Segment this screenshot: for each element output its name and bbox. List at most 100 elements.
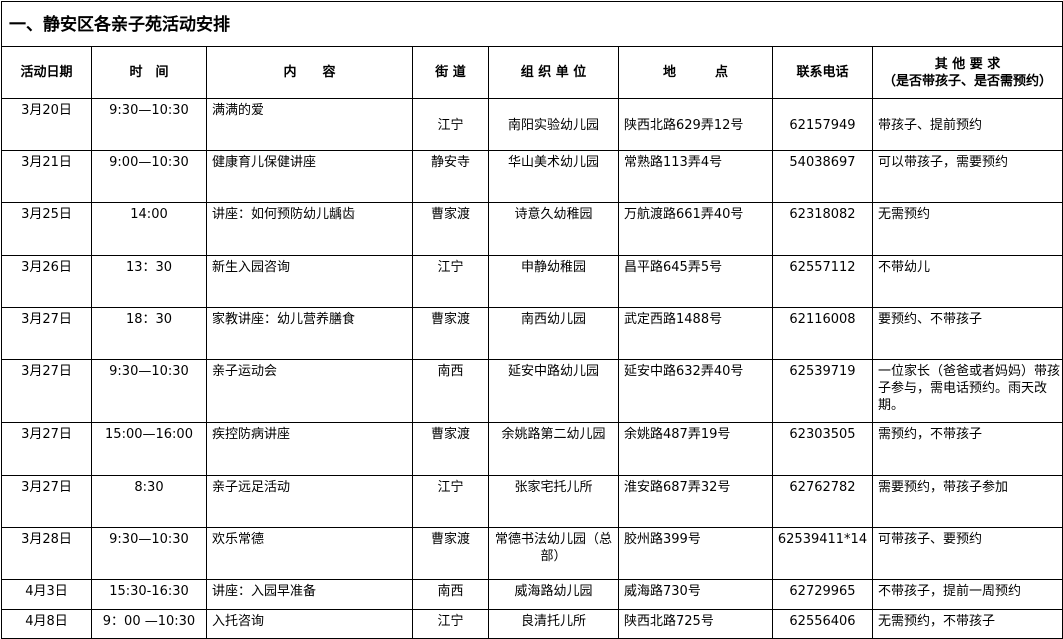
time-cell: 9:00—10:30 [91, 150, 207, 203]
street-cell: 江宁 [412, 98, 489, 151]
requirements-cell: 要预约、不带孩子 [872, 307, 1063, 360]
phone-cell: 62157949 [772, 98, 873, 151]
phone-cell: 62303505 [772, 422, 873, 476]
requirements-cell: 不带幼儿 [872, 255, 1063, 308]
street-cell: 曹家渡 [412, 527, 489, 580]
header-date: 活动日期 [1, 46, 92, 99]
table-row: 3月21日 9:00—10:30 健康育儿保健讲座 静安寺 华山美术幼儿园 常熟路113弄… [1, 150, 1063, 203]
content-cell: 讲座：入园早准备 [206, 579, 413, 610]
phone-cell: 62729965 [772, 579, 873, 610]
requirements-cell: 需要预约，带孩子参加 [872, 475, 1063, 528]
street-cell: 江宁 [412, 255, 489, 308]
street-cell: 江宁 [412, 475, 489, 528]
organizer-cell: 诗意久幼稚园 [488, 202, 619, 256]
time-cell: 15:30-16:30 [91, 579, 207, 610]
time-cell: 9:30—10:30 [91, 359, 207, 423]
time-cell: 14:00 [91, 202, 207, 256]
street-cell: 南西 [412, 359, 489, 423]
header-street: 街 道 [412, 46, 489, 99]
date-cell: 3月27日 [1, 359, 92, 423]
requirements-cell: 不带孩子，提前一周预约 [872, 579, 1063, 610]
place-cell: 淮安路687弄32号 [618, 475, 773, 528]
time-cell: 9:30—10:30 [91, 527, 207, 580]
date-cell: 4月8日 [1, 609, 92, 639]
time-cell: 8:30 [91, 475, 207, 528]
date-cell: 4月3日 [1, 579, 92, 610]
organizer-cell: 张家宅托儿所 [488, 475, 619, 528]
street-cell: 静安寺 [412, 150, 489, 203]
place-cell: 陕西北路725号 [618, 609, 773, 639]
time-cell: 9:30—10:30 [91, 98, 207, 151]
header-phone: 联系电话 [772, 46, 873, 99]
phone-cell: 62556406 [772, 609, 873, 639]
place-cell: 陕西北路629弄12号 [618, 98, 773, 151]
content-cell: 疾控防病讲座 [206, 422, 413, 476]
header-requirements: 其 他 要 求（是否带孩子、是否需预约） [872, 46, 1063, 99]
date-cell: 3月27日 [1, 422, 92, 476]
requirements-cell: 无需预约，不带孩子 [872, 609, 1063, 639]
street-cell: 曹家渡 [412, 422, 489, 476]
table-row: 3月27日 15:00—16:00 疾控防病讲座 曹家渡 余姚路第二幼儿园 余姚路487弄… [1, 422, 1063, 476]
content-cell: 满满的爱 [206, 98, 413, 151]
organizer-cell: 华山美术幼儿园 [488, 150, 619, 203]
organizer-cell: 良清托儿所 [488, 609, 619, 639]
place-cell: 延安中路632弄40号 [618, 359, 773, 423]
organizer-cell: 余姚路第二幼儿园 [488, 422, 619, 476]
content-cell: 入托咨询 [206, 609, 413, 639]
organizer-cell: 延安中路幼儿园 [488, 359, 619, 423]
date-cell: 3月20日 [1, 98, 92, 151]
date-cell: 3月21日 [1, 150, 92, 203]
content-cell: 亲子运动会 [206, 359, 413, 423]
table-row: 3月28日 9:30—10:30 欢乐常德 曹家渡 常德书法幼儿园（总部） 胶州路399号… [1, 527, 1063, 580]
requirements-cell: 可以带孩子，需要预约 [872, 150, 1063, 203]
time-cell: 13：30 [91, 255, 207, 308]
phone-cell: 62557112 [772, 255, 873, 308]
time-cell: 15:00—16:00 [91, 422, 207, 476]
table-row: 3月20日 9:30—10:30 满满的爱 江宁 南阳实验幼儿园 陕西北路629弄12号 6… [1, 98, 1063, 151]
table-row: 3月25日 14:00 讲座：如何预防幼儿龋齿 曹家渡 诗意久幼稚园 万航渡路661弄40… [1, 202, 1063, 256]
phone-cell: 54038697 [772, 150, 873, 203]
place-cell: 威海路730号 [618, 579, 773, 610]
page-title: 一、静安区各亲子苑活动安排 [1, 1, 1063, 47]
place-cell: 常熟路113弄4号 [618, 150, 773, 203]
place-cell: 武定西路1488号 [618, 307, 773, 360]
phone-cell: 62116008 [772, 307, 873, 360]
date-cell: 3月28日 [1, 527, 92, 580]
header-place: 地 点 [618, 46, 773, 99]
street-cell: 曹家渡 [412, 202, 489, 256]
header-organizer: 组 织 单 位 [488, 46, 619, 99]
date-cell: 3月27日 [1, 307, 92, 360]
header-requirements-title: 其 他 要 求 [934, 56, 1001, 72]
place-cell: 昌平路645弄5号 [618, 255, 773, 308]
header-content: 内 容 [206, 46, 413, 99]
street-cell: 南西 [412, 579, 489, 610]
phone-cell: 62762782 [772, 475, 873, 528]
street-cell: 江宁 [412, 609, 489, 639]
organizer-cell: 申静幼稚园 [488, 255, 619, 308]
header-time: 时 间 [91, 46, 207, 99]
place-cell: 万航渡路661弄40号 [618, 202, 773, 256]
content-cell: 新生入园咨询 [206, 255, 413, 308]
table-row: 4月3日 15:30-16:30 讲座：入园早准备 南西 威海路幼儿园 威海路730号 62… [1, 579, 1063, 610]
time-cell: 18：30 [91, 307, 207, 360]
header-row: 活动日期 时 间 内 容 街 道 组 织 单 位 地 点 联系电话 其 他 要 … [1, 46, 1063, 99]
table-row: 4月8日 9：00 —10:30 入托咨询 江宁 良清托儿所 陕西北路725号 625564… [1, 609, 1063, 639]
requirements-cell: 可带孩子、要预约 [872, 527, 1063, 580]
table-row: 3月27日 8:30 亲子远足活动 江宁 张家宅托儿所 淮安路687弄32号 6276278… [1, 475, 1063, 528]
content-cell: 讲座：如何预防幼儿龋齿 [206, 202, 413, 256]
organizer-cell: 南西幼儿园 [488, 307, 619, 360]
table-row: 3月27日 9:30—10:30 亲子运动会 南西 延安中路幼儿园 延安中路632弄40号… [1, 359, 1063, 423]
requirements-cell: 带孩子、提前预约 [872, 98, 1063, 151]
table-row: 3月27日 18：30 家教讲座：幼儿营养膳食 曹家渡 南西幼儿园 武定西路1488号 62… [1, 307, 1063, 360]
content-cell: 家教讲座：幼儿营养膳食 [206, 307, 413, 360]
requirements-cell: 一位家长（爸爸或者妈妈）带孩子参与，需电话预约。雨天改期。 [872, 359, 1063, 423]
place-cell: 余姚路487弄19号 [618, 422, 773, 476]
content-cell: 欢乐常德 [206, 527, 413, 580]
requirements-cell: 无需预约 [872, 202, 1063, 256]
table-row: 3月26日 13：30 新生入园咨询 江宁 申静幼稚园 昌平路645弄5号 62557112… [1, 255, 1063, 308]
organizer-cell: 南阳实验幼儿园 [488, 98, 619, 151]
content-cell: 亲子远足活动 [206, 475, 413, 528]
place-cell: 胶州路399号 [618, 527, 773, 580]
